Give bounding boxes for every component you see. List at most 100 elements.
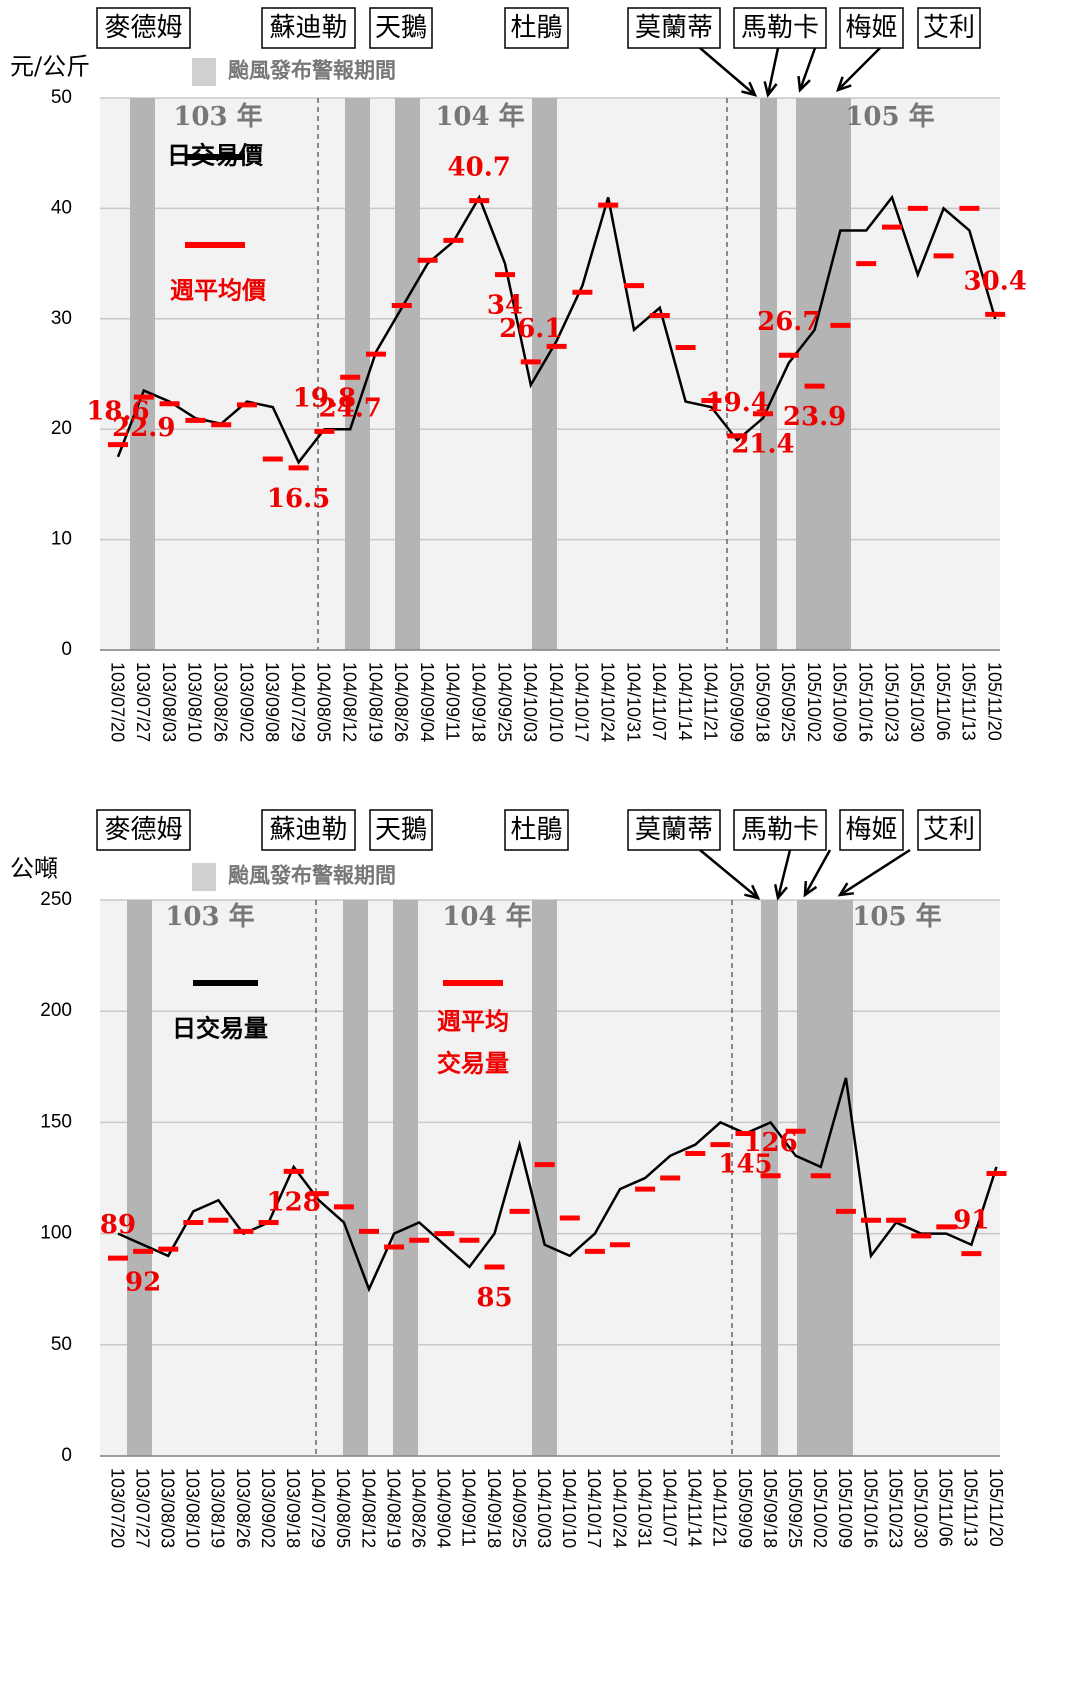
x-tick-label: 104/07/29 bbox=[308, 1468, 328, 1548]
typhoon-box bbox=[839, 809, 904, 851]
y-tick-label: 50 bbox=[51, 1334, 72, 1355]
x-tick-label: 103/07/20 bbox=[107, 1468, 127, 1548]
arrow bbox=[837, 47, 881, 91]
value-label: 26.1 bbox=[499, 314, 562, 344]
year-label: 105 年 bbox=[852, 901, 941, 932]
x-tick-label: 104/08/19 bbox=[365, 662, 385, 742]
typhoon-band bbox=[343, 900, 368, 1456]
value-label: 24.7 bbox=[319, 393, 382, 423]
arrow-head bbox=[835, 76, 852, 93]
x-tick-label: 104/09/25 bbox=[494, 662, 514, 742]
typhoon-band bbox=[760, 98, 777, 650]
arrow-head bbox=[797, 75, 811, 93]
arrow-head bbox=[837, 882, 855, 897]
typhoon-box bbox=[627, 7, 721, 49]
typhoon-box bbox=[369, 809, 433, 851]
x-tick-label: 104/10/24 bbox=[609, 1468, 629, 1548]
value-label: 92 bbox=[125, 1267, 161, 1297]
x-tick-label: 104/09/18 bbox=[484, 1468, 504, 1548]
arrow-head bbox=[741, 81, 758, 97]
typhoon-band bbox=[345, 98, 370, 650]
x-tick-label: 105/10/16 bbox=[860, 1468, 880, 1548]
legend-label: 週平均 bbox=[437, 1007, 509, 1036]
daily-line bbox=[116, 194, 997, 465]
arrow-head bbox=[763, 81, 778, 98]
typhoon-box bbox=[917, 809, 981, 851]
x-tick-label: 104/09/04 bbox=[417, 662, 437, 742]
x-tick-label: 105/11/13 bbox=[959, 662, 979, 741]
x-tick-label: 105/09/09 bbox=[726, 662, 746, 742]
typhoon-box bbox=[627, 809, 721, 851]
typhoon-name: 莫蘭蒂 bbox=[635, 815, 713, 845]
x-tick-label: 104/09/04 bbox=[434, 1468, 454, 1548]
y-tick-label: 10 bbox=[51, 529, 72, 550]
year-label: 103 年 bbox=[165, 901, 254, 932]
x-tick-label: 103/07/20 bbox=[107, 662, 127, 742]
y-tick-label: 100 bbox=[40, 1223, 72, 1244]
x-tick-label: 104/08/12 bbox=[358, 1468, 378, 1548]
typhoon-name: 麥德姆 bbox=[104, 815, 182, 845]
x-tick-label: 103/07/27 bbox=[133, 662, 153, 742]
value-label: 26.7 bbox=[757, 307, 820, 337]
typhoon-box bbox=[504, 809, 569, 851]
x-tick-label: 104/10/17 bbox=[584, 1468, 604, 1548]
y-tick-label: 0 bbox=[61, 639, 72, 660]
band-legend-swatch bbox=[192, 58, 216, 86]
x-tick-label: 104/11/14 bbox=[675, 662, 695, 741]
x-tick-label: 103/08/26 bbox=[210, 662, 230, 742]
arrow-head bbox=[773, 884, 788, 901]
arrow bbox=[839, 848, 911, 897]
value-label: 34 bbox=[487, 291, 523, 321]
typhoon-name: 馬勒卡 bbox=[741, 13, 819, 43]
x-tick-label: 104/09/18 bbox=[468, 662, 488, 742]
band-legend-label: 颱風發布警報期間 bbox=[228, 863, 396, 888]
x-tick-label: 104/10/24 bbox=[597, 662, 617, 742]
value-label: 85 bbox=[476, 1283, 512, 1313]
x-tick-label: 105/09/25 bbox=[778, 662, 798, 742]
typhoon-box bbox=[261, 809, 356, 851]
x-tick-label: 105/11/20 bbox=[984, 662, 1004, 741]
typhoon-name: 天鵝 bbox=[375, 815, 427, 845]
y-tick-label: 50 bbox=[51, 87, 72, 108]
typhoon-box bbox=[504, 7, 569, 49]
typhoon-name: 梅姬 bbox=[845, 13, 897, 43]
value-label: 19.8 bbox=[293, 383, 356, 413]
legend-label: 日交易量 bbox=[172, 1014, 268, 1043]
x-tick-label: 104/11/07 bbox=[649, 662, 669, 741]
x-tick-label: 104/10/03 bbox=[520, 662, 540, 742]
x-tick-label: 104/11/21 bbox=[701, 662, 721, 741]
x-tick-label: 103/09/02 bbox=[258, 1468, 278, 1548]
x-tick-label: 105/10/09 bbox=[830, 662, 850, 742]
year-label: 104 年 bbox=[435, 101, 524, 132]
typhoon-band bbox=[393, 900, 418, 1456]
x-tick-label: 105/11/13 bbox=[961, 1468, 981, 1547]
value-label: 91 bbox=[953, 1206, 989, 1236]
band-legend-label: 颱風發布警報期間 bbox=[228, 58, 396, 83]
x-tick-label: 104/10/10 bbox=[559, 1468, 579, 1548]
legend-label: 交易量 bbox=[437, 1049, 509, 1078]
typhoon-band bbox=[395, 98, 420, 650]
x-tick-label: 105/11/20 bbox=[986, 1468, 1006, 1547]
x-tick-label: 104/10/03 bbox=[534, 1468, 554, 1548]
x-tick-label: 104/11/21 bbox=[710, 1468, 730, 1547]
x-tick-label: 104/10/31 bbox=[634, 1468, 654, 1548]
typhoon-name: 杜鵑 bbox=[510, 815, 562, 845]
year-label: 104 年 bbox=[442, 901, 531, 932]
y-axis-label: 公噸 bbox=[10, 855, 58, 883]
arrow bbox=[798, 47, 817, 91]
typhoon-box bbox=[96, 809, 191, 851]
x-tick-label: 103/08/26 bbox=[233, 1468, 253, 1548]
x-tick-label: 105/09/18 bbox=[760, 1468, 780, 1548]
typhoon-band bbox=[532, 98, 557, 650]
x-tick-label: 104/08/05 bbox=[333, 1468, 353, 1548]
x-tick-label: 105/10/09 bbox=[835, 1468, 855, 1548]
x-tick-label: 103/08/19 bbox=[208, 1468, 228, 1548]
value-label: 30.4 bbox=[964, 266, 1027, 296]
value-label: 18.6 bbox=[86, 397, 149, 427]
typhoon-name: 艾利 bbox=[923, 815, 975, 845]
x-tick-label: 104/10/17 bbox=[572, 662, 592, 742]
x-tick-label: 104/11/14 bbox=[685, 1468, 705, 1547]
x-tick-label: 103/07/27 bbox=[132, 1468, 152, 1548]
x-tick-label: 105/10/23 bbox=[881, 662, 901, 742]
x-tick-label: 103/09/02 bbox=[236, 662, 256, 742]
